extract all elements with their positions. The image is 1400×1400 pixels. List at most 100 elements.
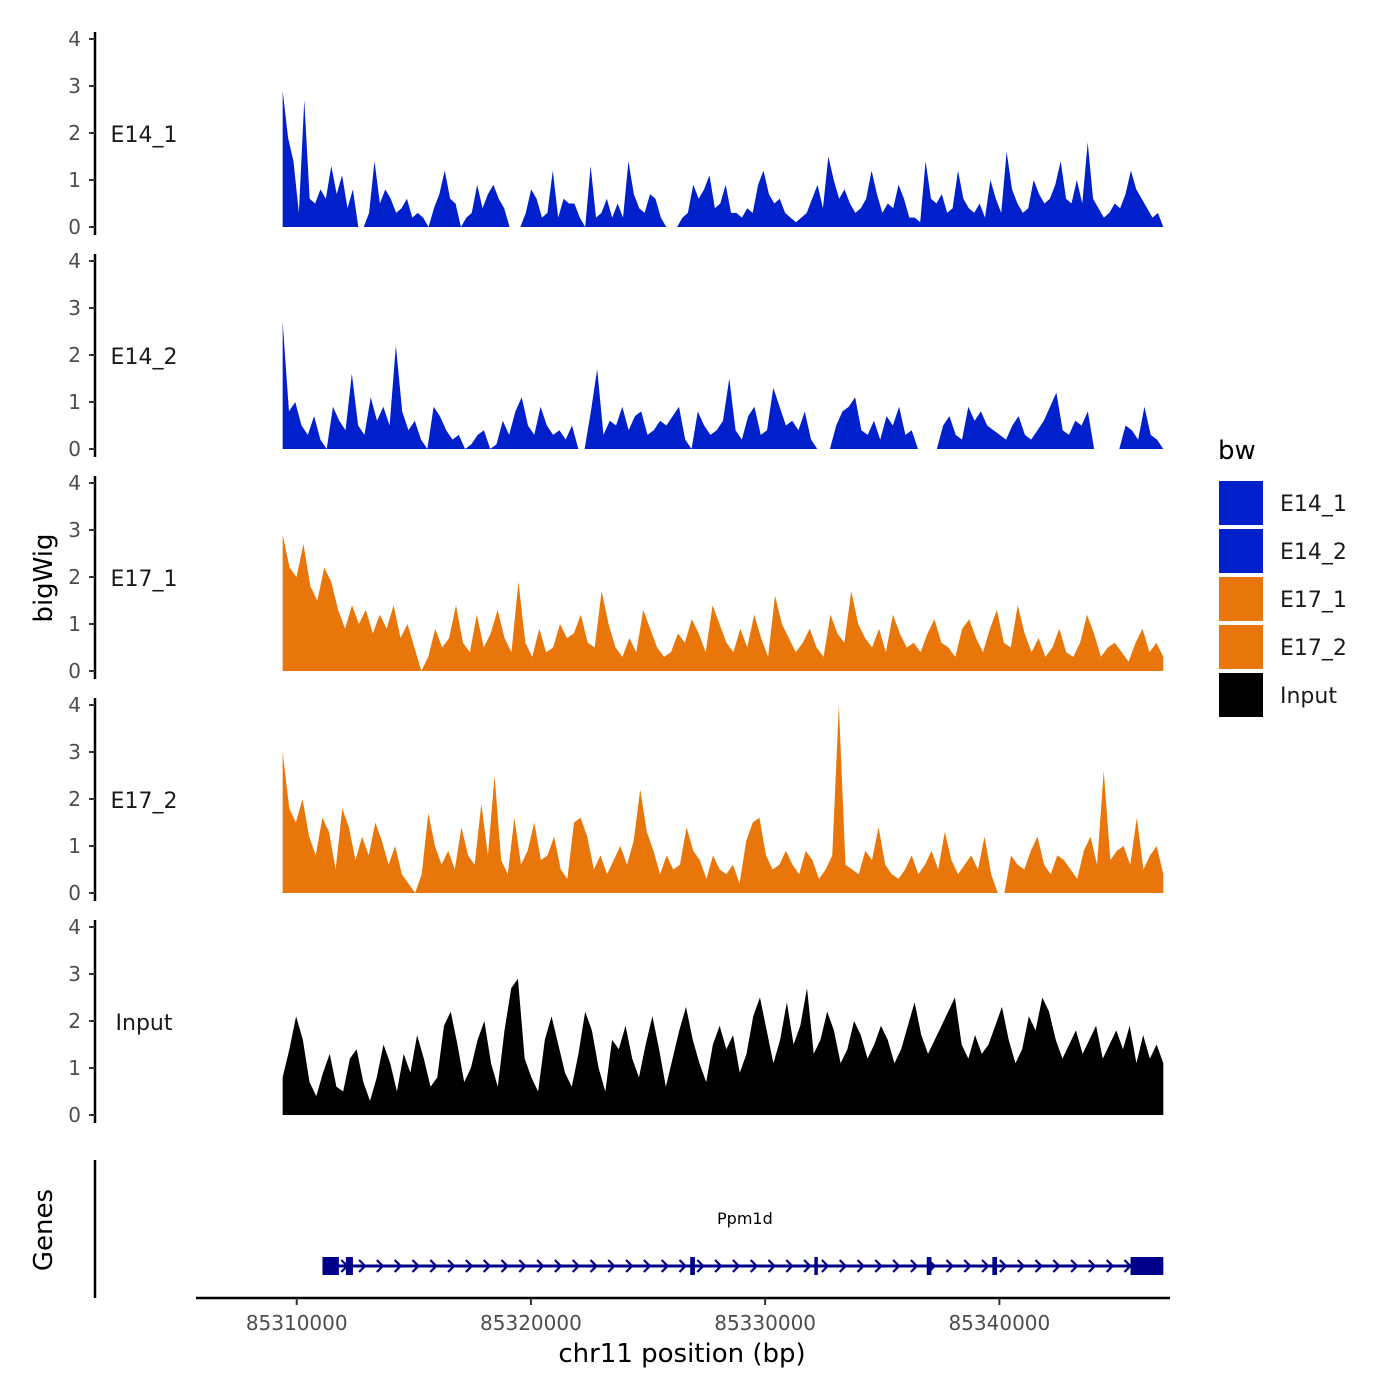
strand-arrow bbox=[1052, 1259, 1061, 1273]
legend: bw E14_1 E14_2 E17_1 E17_2 Input bbox=[1217, 436, 1347, 719]
signal-area bbox=[282, 705, 1164, 893]
strand-arrow bbox=[1123, 1259, 1133, 1273]
track-Input: 0 1 2 3 4 Input bbox=[68, 915, 1164, 1127]
strand-arrow bbox=[856, 1259, 866, 1273]
strand-arrow bbox=[358, 1259, 367, 1273]
x-axis: 85310000 85320000 85330000 85340000 bbox=[196, 1296, 1170, 1335]
legend-label: E14_1 bbox=[1280, 492, 1347, 517]
strand-arrow bbox=[1016, 1259, 1026, 1273]
x-tick-label: 85340000 bbox=[948, 1311, 1050, 1335]
y-tick-label: 2 bbox=[68, 787, 81, 811]
genes-panel: Ppm1d bbox=[93, 1160, 1164, 1298]
legend-label: E14_2 bbox=[1280, 540, 1347, 565]
signal-area bbox=[282, 978, 1164, 1115]
y-tick-label: 3 bbox=[68, 518, 81, 542]
legend-key bbox=[1217, 623, 1265, 671]
strand-arrow bbox=[892, 1259, 901, 1273]
signal-area bbox=[282, 90, 1164, 227]
y-tick-label: 3 bbox=[68, 962, 81, 986]
genes-axis-title: Genes bbox=[29, 1189, 59, 1271]
strand-arrow bbox=[625, 1259, 634, 1273]
x-axis-title: chr11 position (bp) bbox=[558, 1339, 805, 1369]
legend-label: E17_1 bbox=[1280, 588, 1347, 613]
strand-arrow bbox=[696, 1259, 705, 1273]
strand-arrow bbox=[821, 1259, 830, 1273]
y-tick-label: 1 bbox=[68, 168, 81, 192]
y-axis-title: bigWig bbox=[29, 533, 59, 622]
y-tick-label: 4 bbox=[68, 915, 81, 939]
gene-exon bbox=[1130, 1257, 1164, 1275]
strand-arrow bbox=[999, 1259, 1008, 1273]
gene-exon bbox=[322, 1257, 339, 1275]
strand-arrow bbox=[838, 1259, 848, 1273]
y-tick-label: 0 bbox=[68, 1103, 81, 1127]
y-tick-label: 1 bbox=[68, 612, 81, 636]
legend-key bbox=[1217, 527, 1265, 575]
track-label: E14_1 bbox=[111, 123, 178, 148]
gene-label: Ppm1d bbox=[717, 1209, 773, 1228]
strand-arrow bbox=[376, 1259, 385, 1273]
strand-arrow bbox=[393, 1259, 403, 1273]
strand-arrow bbox=[1105, 1259, 1115, 1273]
y-tick-label: 0 bbox=[68, 215, 81, 239]
track-E17_2: 0 1 2 3 4 E17_2 bbox=[68, 693, 1164, 905]
y-tick-label: 2 bbox=[68, 343, 81, 367]
y-tick-label: 0 bbox=[68, 437, 81, 461]
signal-area bbox=[282, 322, 1164, 449]
strand-arrow bbox=[767, 1259, 777, 1273]
signal-tracks: 0 1 2 3 4 E14_1 0 1 2 3 4 E14_2 0 1 2 3 4 E17_1 0 1 2 3 4 E17_2… bbox=[68, 27, 1164, 1127]
strand-arrow bbox=[785, 1259, 794, 1273]
strand-arrow bbox=[571, 1259, 581, 1273]
y-tick-label: 4 bbox=[68, 27, 81, 51]
legend-title: bw bbox=[1218, 436, 1256, 466]
gene-exon bbox=[345, 1257, 353, 1275]
y-tick-label: 2 bbox=[68, 121, 81, 145]
strand-arrow bbox=[963, 1259, 972, 1273]
strand-arrow bbox=[429, 1259, 438, 1273]
strand-arrow bbox=[589, 1259, 599, 1273]
strand-arrow bbox=[500, 1259, 510, 1273]
y-tick-label: 2 bbox=[68, 565, 81, 589]
y-tick-label: 2 bbox=[68, 1009, 81, 1033]
strand-arrow bbox=[874, 1259, 883, 1273]
track-E17_1: 0 1 2 3 4 E17_1 bbox=[68, 471, 1164, 683]
strand-arrow bbox=[536, 1259, 545, 1273]
x-tick-label: 85320000 bbox=[480, 1311, 582, 1335]
strand-arrow bbox=[465, 1259, 474, 1273]
track-label: E17_1 bbox=[111, 567, 178, 592]
strand-arrow bbox=[660, 1259, 670, 1273]
y-tick-label: 3 bbox=[68, 740, 81, 764]
gene-exon bbox=[992, 1257, 998, 1275]
track-E14_2: 0 1 2 3 4 E14_2 bbox=[68, 249, 1164, 461]
strand-arrow bbox=[482, 1259, 492, 1273]
gene-exon bbox=[814, 1257, 818, 1275]
strand-arrow bbox=[714, 1259, 723, 1273]
y-tick-label: 1 bbox=[68, 1056, 81, 1080]
gene-exon bbox=[926, 1257, 932, 1275]
y-tick-label: 0 bbox=[68, 881, 81, 905]
x-tick-label: 85330000 bbox=[714, 1311, 816, 1335]
legend-key bbox=[1217, 479, 1265, 527]
track-E14_1: 0 1 2 3 4 E14_1 bbox=[68, 27, 1164, 239]
y-tick-label: 4 bbox=[68, 249, 81, 273]
strand-arrow bbox=[945, 1259, 955, 1273]
strand-arrow bbox=[607, 1259, 616, 1273]
legend-key bbox=[1217, 671, 1265, 719]
y-tick-label: 3 bbox=[68, 74, 81, 98]
y-tick-label: 4 bbox=[68, 693, 81, 717]
strand-arrow bbox=[749, 1259, 759, 1273]
legend-key bbox=[1217, 575, 1265, 623]
strand-arrow bbox=[1034, 1259, 1044, 1273]
strand-arrow bbox=[910, 1259, 919, 1273]
gene-exon bbox=[690, 1257, 695, 1275]
strand-arrow bbox=[1088, 1259, 1097, 1273]
strand-arrow bbox=[554, 1259, 563, 1273]
y-tick-label: 4 bbox=[68, 471, 81, 495]
strand-arrow bbox=[518, 1259, 527, 1273]
y-tick-label: 1 bbox=[68, 390, 81, 414]
strand-arrow bbox=[447, 1259, 456, 1273]
strand-arrow bbox=[981, 1259, 990, 1273]
strand-arrow bbox=[678, 1259, 688, 1273]
